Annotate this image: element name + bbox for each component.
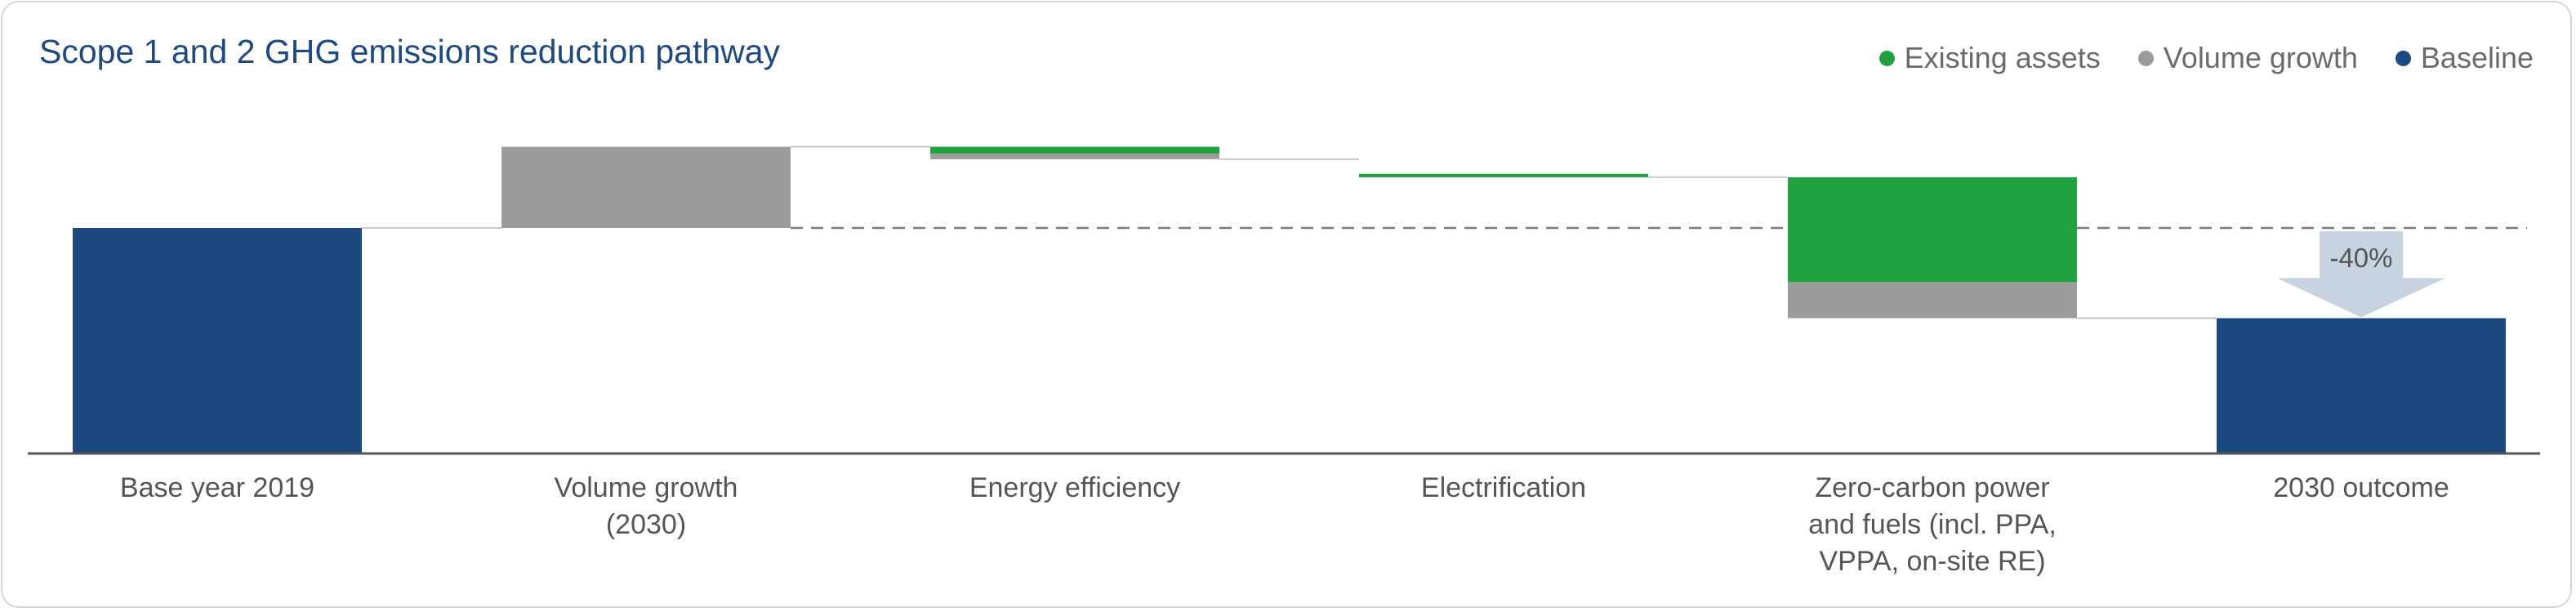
category-label: Base year 2019 xyxy=(120,472,314,503)
category-label: Zero-carbon power and fuels (incl. PPA, VP… xyxy=(1808,472,2057,577)
category-label: Volume growth (2030) xyxy=(555,472,738,540)
legend-label-volume-growth: Volume growth xyxy=(2163,41,2358,74)
legend-label-existing-assets: Existing assets xyxy=(1904,41,2101,74)
category-label: Electrification xyxy=(1421,472,1586,503)
category-label: 2030 outcome xyxy=(2273,472,2449,503)
bar-baseline xyxy=(73,228,362,453)
bar-baseline xyxy=(2217,318,2506,453)
reduction-arrow xyxy=(2277,231,2445,318)
bar-existing-assets xyxy=(1359,173,1648,177)
bar-volume-growth xyxy=(1788,282,2077,319)
category-label: Energy efficiency xyxy=(969,472,1180,503)
legend-swatch-baseline xyxy=(2395,50,2411,66)
bar-existing-assets xyxy=(1788,176,2077,283)
bar-existing-assets xyxy=(930,146,1219,154)
legend-label-baseline: Baseline xyxy=(2420,41,2534,74)
legend-item-volume-growth: Volume growth xyxy=(2137,41,2358,75)
legend: Existing assets Volume growth Baseline xyxy=(1879,41,2534,75)
reduction-label: -40% xyxy=(2329,243,2392,273)
legend-item-existing-assets: Existing assets xyxy=(1879,41,2101,75)
bar-volume-growth xyxy=(501,146,791,228)
chart-title: Scope 1 and 2 GHG emissions reduction pa… xyxy=(39,33,781,70)
bar-volume-growth xyxy=(930,153,1219,159)
legend-swatch-existing-assets xyxy=(1879,50,1895,66)
legend-swatch-volume-growth xyxy=(2137,50,2154,66)
legend-item-baseline: Baseline xyxy=(2395,41,2534,75)
